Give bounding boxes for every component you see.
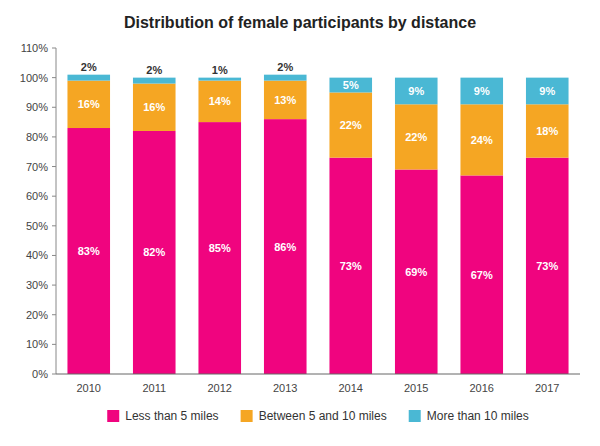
data-label: 85% [209, 242, 231, 254]
legend-label: Less than 5 miles [125, 409, 218, 423]
x-tick-label: 2014 [339, 382, 363, 394]
bar [395, 170, 438, 374]
data-label: 9% [474, 85, 490, 97]
tick-mark [52, 285, 56, 286]
tick-mark [52, 225, 56, 226]
bar [264, 119, 307, 374]
data-label: 16% [143, 101, 165, 113]
bar [133, 131, 176, 374]
tick-mark [52, 136, 56, 137]
y-tick-label: 60% [26, 190, 48, 202]
bar [329, 78, 372, 93]
bar [329, 92, 372, 157]
bar [526, 104, 569, 157]
bar [460, 104, 503, 175]
chart: Distribution of female participants by d… [0, 0, 600, 446]
legend-swatch [409, 410, 421, 422]
tick-mark [52, 255, 56, 256]
tick-mark [52, 196, 56, 197]
data-label: 16% [78, 98, 100, 110]
data-label: 69% [405, 266, 427, 278]
bars [67, 75, 568, 374]
tick-mark [52, 107, 56, 108]
legend-swatch [107, 410, 119, 422]
data-label: 67% [471, 269, 493, 281]
x-tick-label: 2013 [273, 382, 297, 394]
bar [67, 128, 110, 374]
data-label: 2% [146, 64, 162, 76]
bar [198, 81, 241, 122]
x-tick-label: 2010 [77, 382, 101, 394]
data-label: 83% [78, 245, 100, 257]
data-label: 22% [340, 119, 362, 131]
data-label: 2% [277, 61, 293, 73]
legend-label: Between 5 and 10 miles [259, 409, 387, 423]
x-tick-label: 2017 [535, 382, 559, 394]
legend-label: More than 10 miles [427, 409, 529, 423]
data-label: 22% [405, 131, 427, 143]
y-tick-label: 110% [21, 42, 49, 54]
bar [198, 78, 241, 81]
data-label: 73% [340, 260, 362, 272]
bar [395, 104, 438, 169]
data-label: 13% [274, 94, 296, 106]
data-label: 82% [143, 246, 165, 258]
y-tick-label: 50% [26, 220, 48, 232]
bar [264, 75, 307, 81]
data-label: 1% [212, 64, 228, 76]
data-label: 18% [536, 125, 558, 137]
y-tick-label: 10% [26, 338, 48, 350]
data-label: 9% [408, 85, 424, 97]
y-tick-label: 20% [26, 309, 48, 321]
data-label: 14% [209, 95, 231, 107]
bar [460, 78, 503, 105]
data-label: 73% [536, 260, 558, 272]
bar [133, 84, 176, 131]
y-tick-label: 80% [26, 131, 48, 143]
title: Distribution of female participants by d… [124, 14, 476, 31]
bar [198, 122, 241, 374]
bar [67, 75, 110, 81]
bar [264, 81, 307, 120]
bar [67, 81, 110, 128]
legend-item: Between 5 and 10 miles [241, 409, 387, 423]
data-label: 9% [539, 85, 555, 97]
x-tick-label: 2015 [404, 382, 428, 394]
bar [460, 175, 503, 374]
y-tick-label: 100% [20, 72, 48, 84]
data-label: 5% [343, 79, 359, 91]
tick-mark [52, 344, 56, 345]
bar [329, 158, 372, 374]
y-tick-label: 70% [26, 161, 48, 173]
tick-mark [52, 314, 56, 315]
y-axis-line [56, 48, 57, 374]
legend-swatch [241, 410, 253, 422]
y-tick-label: 0% [32, 368, 48, 380]
bar [526, 158, 569, 374]
legend: Less than 5 miles Between 5 and 10 miles M… [107, 409, 529, 423]
x-tick-label: 2016 [470, 382, 494, 394]
x-axis-line [56, 374, 580, 375]
legend-item: Less than 5 miles [107, 409, 218, 423]
y-tick-label: 30% [26, 279, 48, 291]
bar [526, 78, 569, 105]
tick-mark [52, 374, 56, 375]
data-label: 2% [81, 61, 97, 73]
legend-item: More than 10 miles [409, 409, 529, 423]
x-tick-label: 2011 [142, 382, 166, 394]
bar [133, 78, 176, 84]
tick-mark [52, 48, 56, 49]
bar [395, 78, 438, 105]
y-tick-label: 40% [26, 249, 48, 261]
y-tick-label: 90% [26, 101, 48, 113]
data-label: 24% [471, 134, 493, 146]
data-label: 86% [274, 241, 296, 253]
x-tick-label: 2012 [208, 382, 232, 394]
data-labels: 83% 82% 85% 86% 73% 69% 67% 73% 16% 16% 14% 13% 22% 2… [78, 61, 559, 281]
tick-mark [52, 77, 56, 78]
tick-mark [52, 166, 56, 167]
